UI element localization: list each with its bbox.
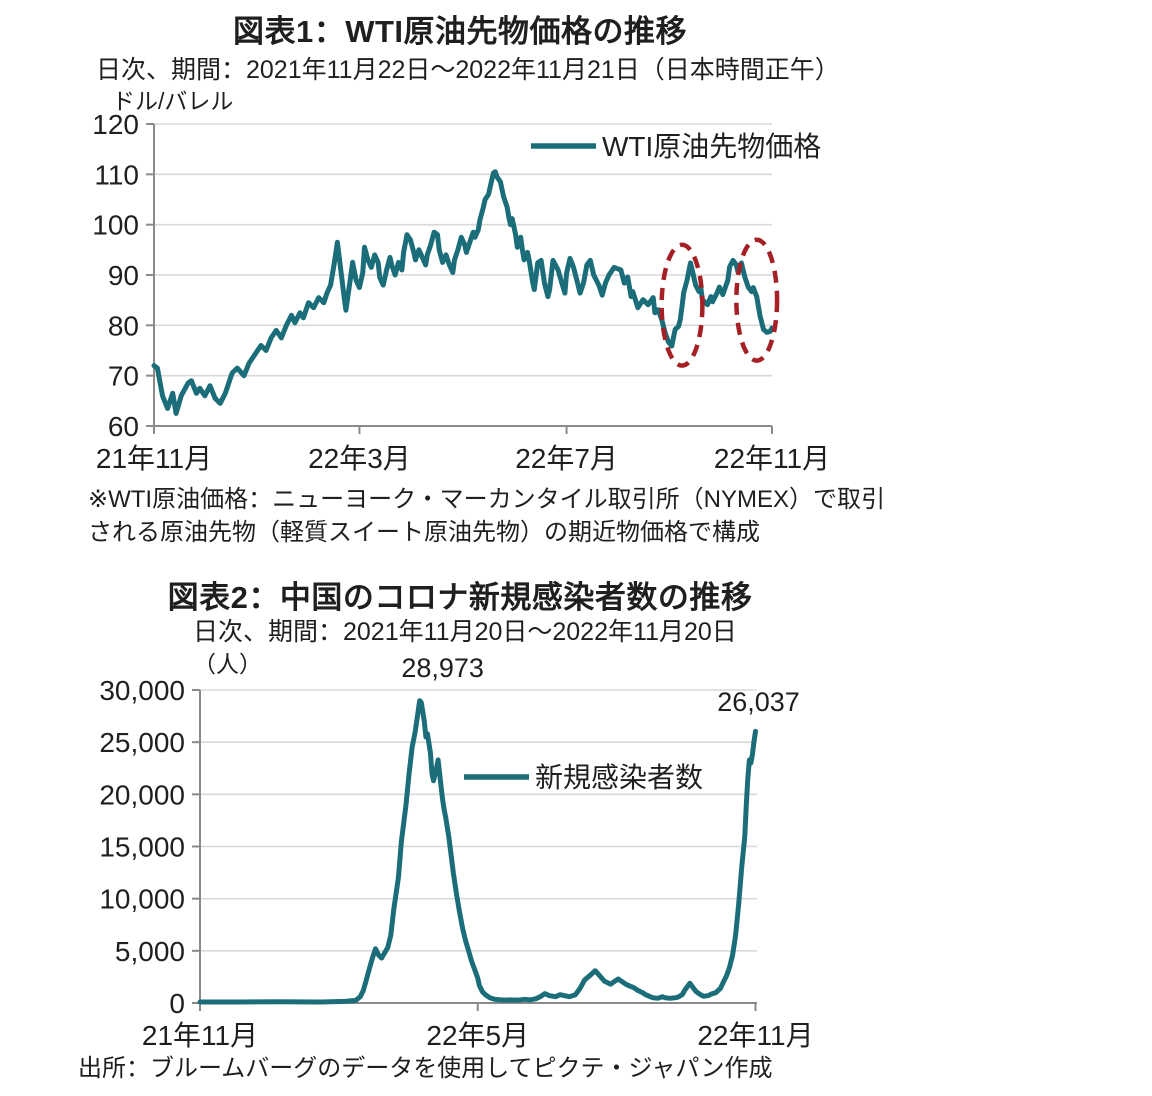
chart1-y-tick-label: 60	[108, 411, 139, 442]
chart1-highlight-ellipse	[659, 242, 705, 368]
chart1-legend-label: WTI原油先物価格	[602, 131, 821, 162]
chart1-y-tick-label: 70	[108, 361, 139, 392]
chart1-x-tick-label: 22年11月	[714, 443, 830, 474]
chart2-title: 図表2：中国のコロナ新規感染者数の推移	[167, 580, 753, 615]
chart1-title: 図表1：WTI原油先物価格の推移	[232, 14, 688, 49]
chart1-subtitle: 日次、期間：2021年11月22日～2022年11月21日（日本時間正午）	[96, 56, 840, 84]
chart2-value-label: 28,973	[401, 653, 484, 683]
chart2-y-tick-label: 20,000	[99, 779, 185, 810]
chart2-subtitle: 日次、期間：2021年11月20日～2022年11月20日	[193, 618, 737, 646]
chart2-series-line	[197, 698, 758, 1005]
chart2-x-tick-label: 22年11月	[697, 1020, 813, 1051]
chart1-unit-label: ドル/バレル	[112, 88, 234, 114]
chart2-y-tick-label: 25,000	[99, 727, 185, 758]
chart2-y-tick-label: 0	[169, 988, 185, 1019]
chart2-y-tick-label: 15,000	[99, 832, 185, 863]
chart2-legend-label: 新規感染者数	[535, 762, 703, 793]
chart1-x-tick-label: 21年11月	[96, 443, 212, 474]
chart1-footnote-line2: される原油先物（軽質スイート原油先物）の期近物価格で構成	[88, 519, 760, 546]
chart1-y-tick-label: 90	[108, 260, 139, 291]
chart2-y-tick-label: 10,000	[99, 884, 185, 915]
chart1-highlight-ellipse	[734, 237, 780, 363]
chart2-value-label: 26,037	[717, 687, 800, 717]
chart1-y-tick-label: 80	[108, 310, 139, 341]
chart2-y-tick-label: 5,000	[115, 936, 185, 967]
chart2-x-tick-label: 21年11月	[142, 1020, 258, 1051]
chart1-series-line	[151, 169, 775, 416]
source-note: 出所：ブルームバーグのデータを使用してピクテ・ジャパン作成	[78, 1055, 773, 1082]
chart2-y-tick-label: 30,000	[99, 675, 185, 706]
chart1-y-tick-label: 110	[94, 159, 139, 190]
chart1-footnote: ※WTI原油価格：ニューヨーク・マーカンタイル取引所（NYMEX）で取引 される…	[88, 483, 885, 549]
chart1-footnote-line1: ※WTI原油価格：ニューヨーク・マーカンタイル取引所（NYMEX）で取引	[88, 486, 885, 513]
chart2-x-tick-label: 22年5月	[426, 1020, 529, 1051]
chart1-x-tick-label: 22年3月	[308, 443, 411, 474]
chart1-x-tick-label: 22年7月	[515, 443, 618, 474]
chart1-y-tick-label: 100	[92, 210, 139, 241]
chart2-unit-label: （人）	[193, 651, 262, 677]
chart1-y-tick-label: 120	[92, 109, 139, 140]
